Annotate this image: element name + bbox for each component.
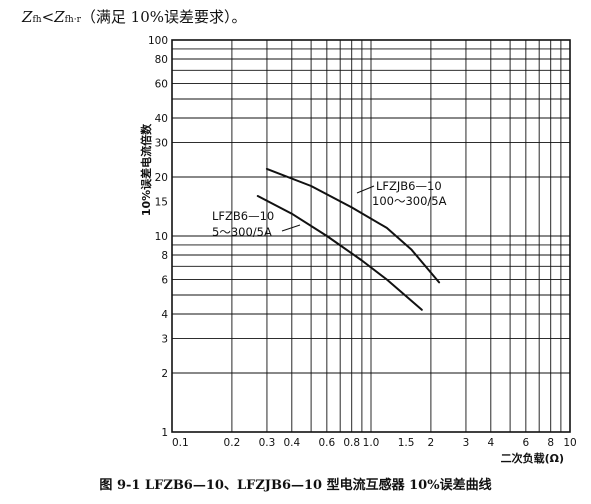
y-tick-label: 8 [161,250,168,262]
x-tick-label: 0.4 [283,437,300,449]
plot-frame [171,39,571,433]
condition-note: Zfh<Zfh·r（满足 10%误差要求）。 [22,6,247,27]
y-tick-labels: 1 2 3 4 6 8 10 15 20 30 40 60 80 100 [148,35,168,439]
y-tick-label: 20 [155,172,168,184]
y-tick-label: 2 [161,368,168,380]
y-tick-label: 15 [155,196,168,208]
y-tick-label: 40 [155,113,168,125]
y-tick-label: 60 [155,78,168,90]
series-2-leader [281,224,301,232]
series-1-label-line2: 100～300/5A [372,194,447,208]
series-2-label-line2: 5～300/5A [212,225,272,239]
series-lines [256,167,441,311]
x-tick-label: 1.0 [363,437,380,449]
x-tick-label: 6 [523,437,530,449]
figure-caption: 图 9-1 LFZB6—10、LFZJB6—10 型电流互感器 10%误差曲线 [99,478,492,493]
x-tick-label: 0.6 [319,437,336,449]
condition-text: （满足 10%误差要求）。 [80,8,247,26]
series-line-2 [256,195,423,311]
y-tick-label: 4 [161,309,168,321]
z-symbol-2: Z [54,8,65,26]
x-axis-label: 二次负载(Ω) [501,451,564,465]
z-symbol: Z [22,8,33,26]
series-1-label-line1: LFZJB6—10 [376,179,442,193]
less-than-sign: < [41,8,55,26]
z-subscript: fh [32,15,42,25]
y-tick-label: 1 [161,427,168,439]
series-2-label-line1: LFZB6—10 [212,209,274,223]
y-tick-label: 6 [161,274,168,286]
series-1-leader [356,185,375,194]
y-tick-label: 3 [161,333,168,345]
x-tick-label: 0.3 [259,437,276,449]
x-tick-label: 8 [547,437,554,449]
x-tick-label: 3 [463,437,470,449]
z-subscript-2: fh·r [64,15,81,25]
x-tick-label: 4 [487,437,494,449]
y-tick-label: 100 [148,35,168,47]
x-tick-label: 2 [428,437,435,449]
series-line-1 [265,167,441,284]
x-tick-label: 1.5 [398,437,415,449]
x-tick-label: 0.2 [224,437,241,449]
x-tick-label: 10 [563,437,576,449]
x-tick-label: 0.8 [343,437,360,449]
x-tick-labels: 0.1 0.2 0.3 0.4 0.6 0.8 1.0 1.5 2 3 4 6 8 10 [172,437,577,449]
y-tick-label: 30 [155,137,168,149]
y-axis-label: 10%误差电流倍数 [139,123,153,216]
grid-lines [172,40,570,432]
x-tick-label: 0.1 [172,437,189,449]
y-tick-label: 80 [155,54,168,66]
y-tick-label: 10 [155,231,168,243]
